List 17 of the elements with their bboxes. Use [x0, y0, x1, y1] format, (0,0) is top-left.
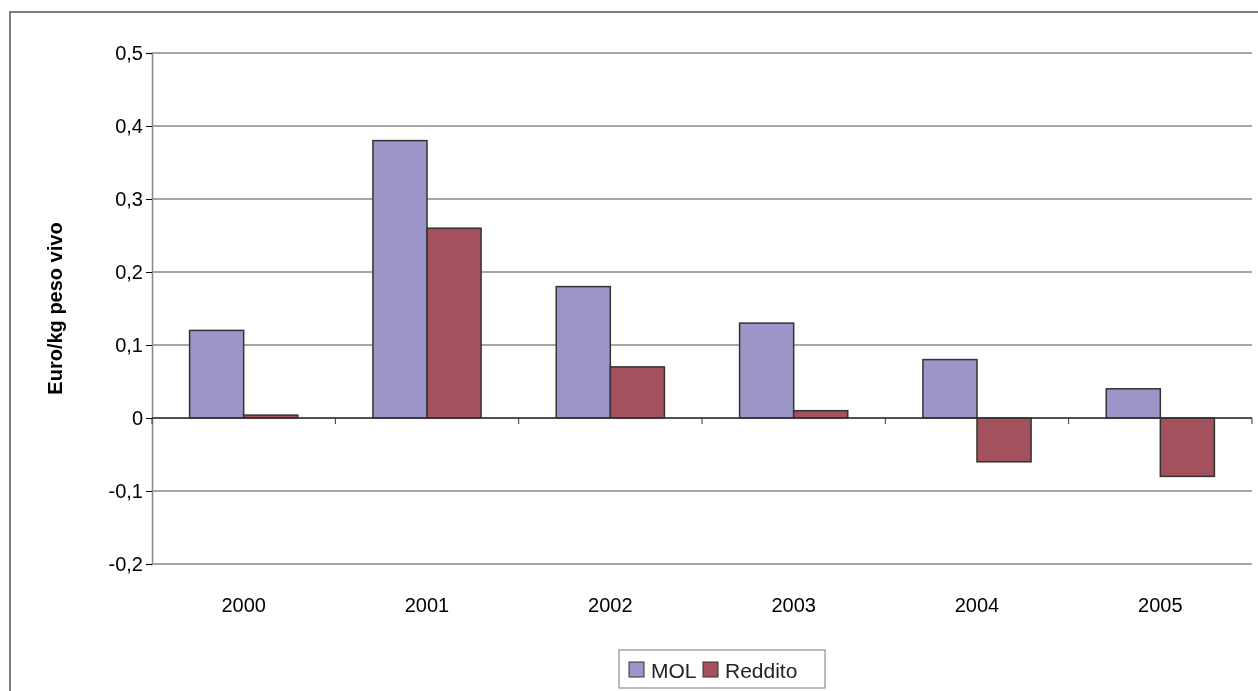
legend-label: MOL — [651, 659, 697, 682]
y-tick-label: 0,4 — [115, 114, 143, 137]
x-tick-label: 2004 — [954, 594, 1000, 616]
legend-label: Reddito — [725, 659, 798, 682]
x-tick-label: 2001 — [404, 594, 450, 616]
y-tick-label: -0,2 — [108, 552, 143, 575]
x-tick-label: 2002 — [588, 594, 633, 616]
x-tick-label: 2003 — [771, 594, 816, 616]
x-tick-label: 2000 — [221, 594, 266, 616]
x-tick-label: 2005 — [1138, 594, 1183, 616]
y-tick-label: 0,3 — [115, 187, 143, 210]
y-tick-label: -0,1 — [108, 479, 143, 502]
y-tick-label: 0,2 — [115, 260, 143, 283]
y-axis-title: Euro/kg peso vivo — [44, 222, 66, 395]
y-tick-label: 0,5 — [115, 41, 143, 64]
y-tick-label: 0 — [131, 406, 143, 429]
y-tick-label: 0,1 — [115, 333, 143, 356]
